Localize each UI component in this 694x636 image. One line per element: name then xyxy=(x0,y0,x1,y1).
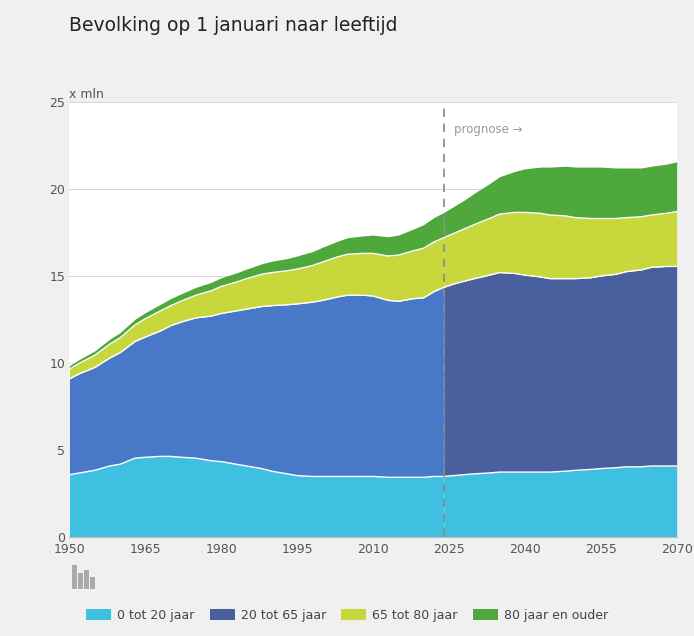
Text: x mln: x mln xyxy=(69,88,104,100)
Bar xyxy=(84,570,89,589)
Bar xyxy=(90,577,95,589)
Bar xyxy=(71,565,76,589)
Bar xyxy=(78,573,83,589)
Text: Bevolking op 1 januari naar leeftijd: Bevolking op 1 januari naar leeftijd xyxy=(69,16,398,35)
Legend: 0 tot 20 jaar, 20 tot 65 jaar, 65 tot 80 jaar, 80 jaar en ouder: 0 tot 20 jaar, 20 tot 65 jaar, 65 tot 80… xyxy=(81,604,613,626)
Text: prognose →: prognose → xyxy=(454,123,523,135)
